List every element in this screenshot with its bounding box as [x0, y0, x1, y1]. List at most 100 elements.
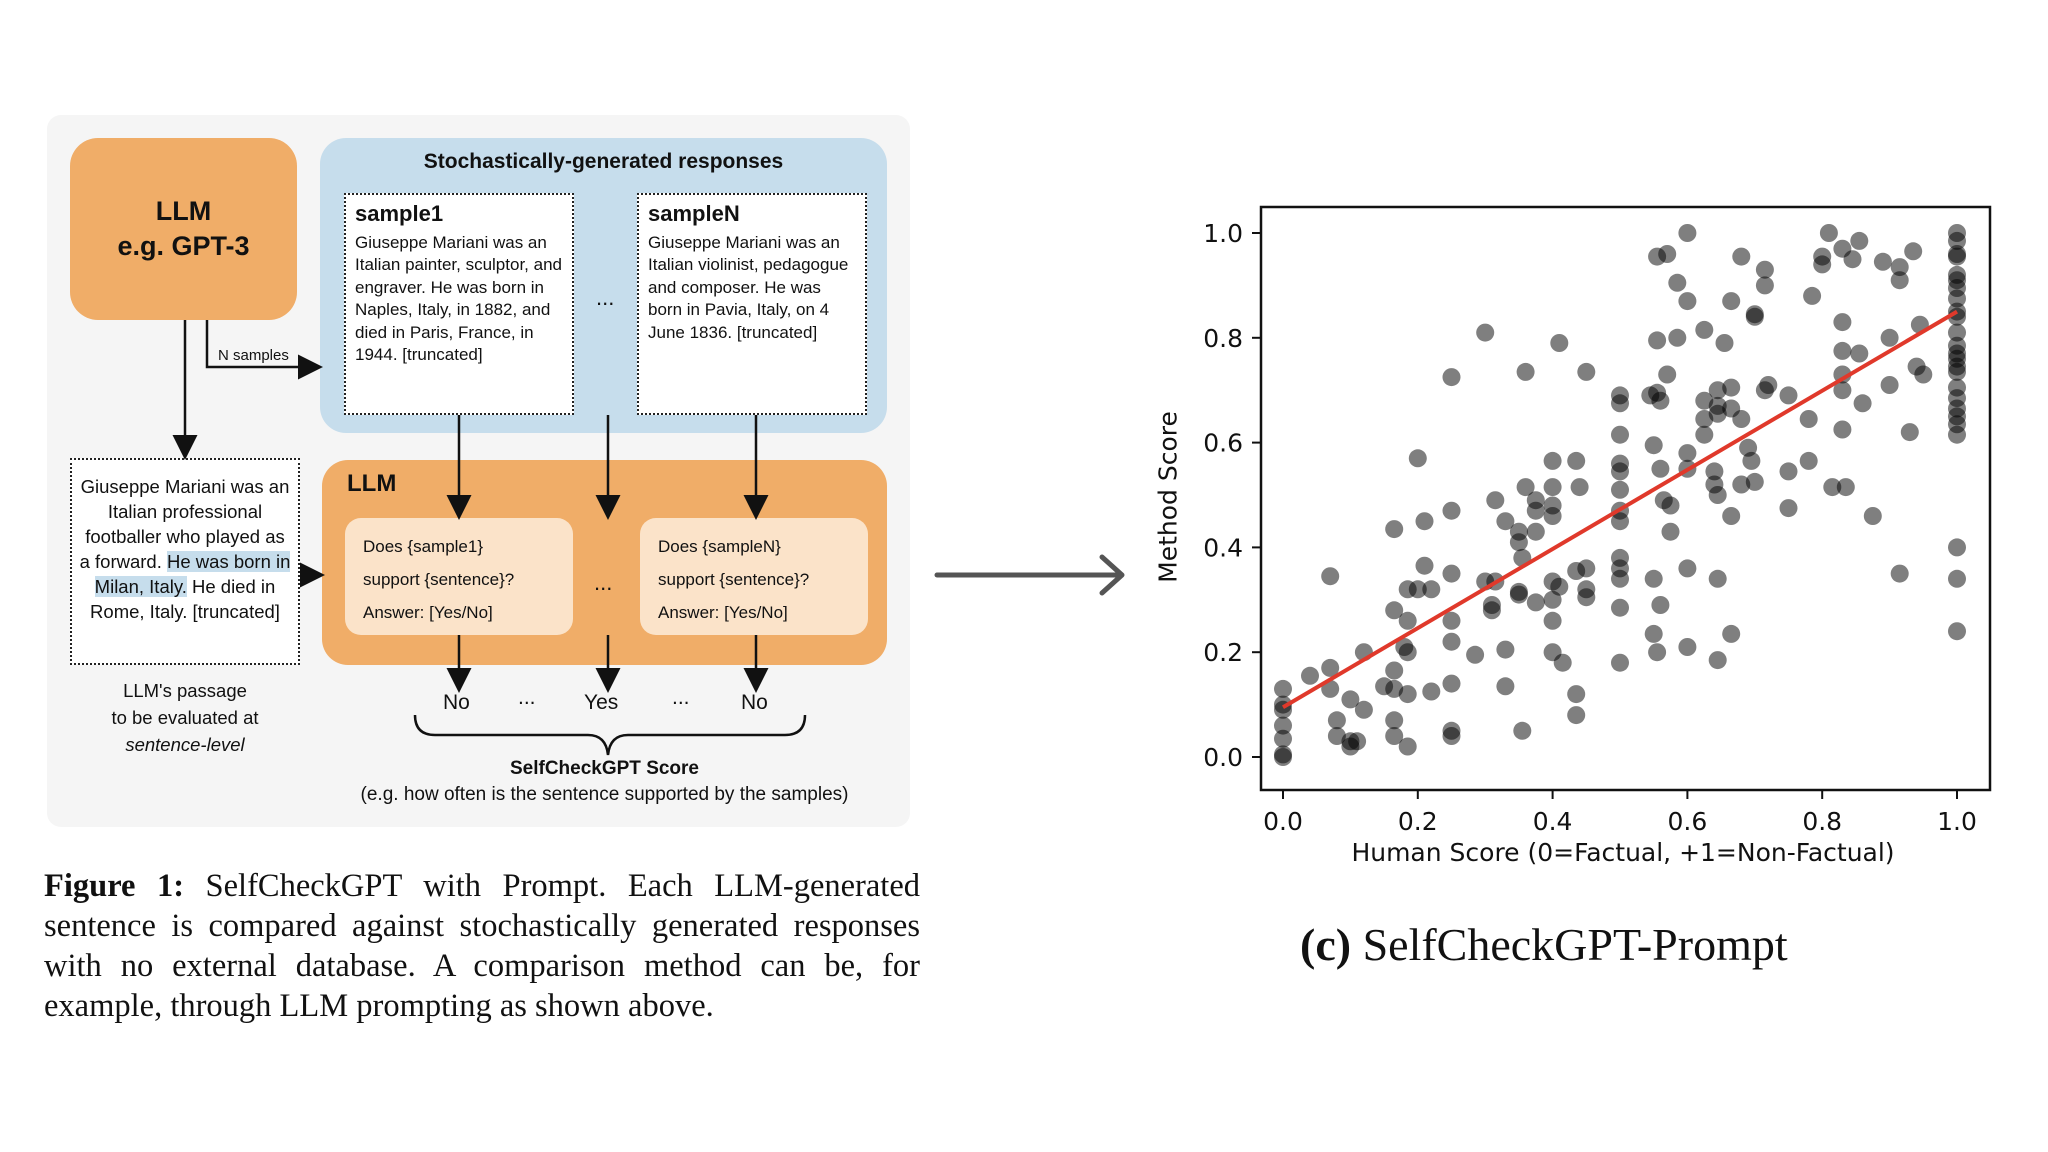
data-point: [1408, 580, 1427, 599]
data-point: [1611, 425, 1629, 444]
data-point: [1385, 679, 1404, 698]
data-point: [1813, 255, 1832, 274]
data-point: [1526, 522, 1545, 541]
llm-source-title: LLM: [155, 196, 212, 226]
y-tick-label: 0.4: [1203, 533, 1243, 562]
data-point: [1341, 690, 1360, 709]
data-point: [1415, 512, 1434, 531]
data-point: [1408, 449, 1427, 468]
data-point: [1354, 700, 1373, 719]
answer-n: No: [741, 691, 768, 714]
data-point: [1779, 386, 1798, 405]
data-point: [1722, 624, 1741, 643]
data-point: [1803, 286, 1822, 305]
data-point: [1422, 580, 1441, 599]
data-point: [1695, 320, 1714, 339]
data-point: [1658, 245, 1677, 263]
data-point: [1819, 224, 1838, 242]
regression-line: [1281, 309, 1959, 709]
score-subtitle: (e.g. how often is the sentence supporte…: [360, 784, 849, 805]
y-tick-label: 0.6: [1203, 429, 1243, 458]
data-point: [1385, 661, 1404, 680]
data-point: [1577, 559, 1596, 578]
data-point: [1442, 611, 1461, 630]
data-point: [1732, 247, 1751, 266]
data-point: [1496, 677, 1515, 696]
data-point: [1779, 462, 1798, 481]
data-point: [1948, 289, 1966, 308]
samples-ellipsis: ...: [596, 285, 615, 310]
answer-ellipsis: ...: [518, 686, 536, 709]
data-point: [1678, 444, 1697, 463]
data-point: [1948, 247, 1966, 266]
data-point: [1577, 362, 1596, 381]
x-tick-label: 0.4: [1533, 807, 1573, 836]
data-point: [1708, 381, 1727, 400]
prompt-line: support {sentence}?: [363, 570, 515, 589]
data-point: [1496, 640, 1515, 659]
data-point: [1611, 462, 1629, 481]
data-point: [1732, 410, 1751, 428]
data-point: [1880, 328, 1899, 347]
data-point: [1611, 394, 1629, 413]
data-point: [1745, 472, 1764, 491]
y-tick-label: 0.8: [1203, 324, 1243, 353]
sample-box-n: sampleN Giuseppe Mariani was an Italian …: [637, 193, 867, 415]
data-point: [1678, 638, 1697, 656]
data-point: [1553, 653, 1572, 672]
data-point: [1853, 394, 1872, 413]
data-point: [1833, 341, 1852, 360]
answer-ellipsis: ...: [672, 686, 690, 709]
llm-source-example: e.g. GPT-3: [117, 231, 250, 261]
data-point: [1496, 512, 1515, 531]
data-point: [1567, 706, 1586, 725]
passage-caption: LLM's passage to be evaluated at sentenc…: [70, 677, 300, 758]
llm-evaluator-title: LLM: [347, 470, 397, 497]
data-point: [1836, 478, 1855, 497]
data-point: [1543, 478, 1562, 497]
passage-caption-line: to be evaluated at: [111, 707, 259, 728]
data-point: [1799, 410, 1818, 428]
data-point: [1850, 231, 1869, 250]
data-point: [1732, 475, 1751, 494]
data-point: [1385, 711, 1404, 730]
x-tick-label: 0.0: [1263, 807, 1303, 836]
data-point: [1526, 501, 1545, 520]
score-title: SelfCheckGPT Score: [509, 758, 700, 779]
data-point: [1890, 564, 1909, 583]
data-point: [1843, 250, 1862, 269]
data-point: [1644, 624, 1663, 643]
flow-arrow-icon: [934, 554, 1125, 596]
data-point: [1880, 376, 1899, 394]
data-point: [1398, 643, 1417, 662]
data-point: [1651, 596, 1670, 614]
data-point: [1890, 271, 1909, 290]
data-point: [1708, 569, 1727, 588]
data-point: [1708, 651, 1727, 670]
data-point: [1745, 307, 1764, 326]
data-point: [1415, 556, 1434, 575]
figure-caption: Figure 1: SelfCheckGPT with Prompt. Each…: [44, 866, 920, 1026]
data-point: [1466, 645, 1485, 664]
y-tick-label: 0.2: [1203, 638, 1243, 667]
data-point: [1570, 478, 1589, 497]
data-point: [1348, 732, 1367, 751]
data-point: [1274, 716, 1292, 735]
data-point: [1611, 569, 1629, 588]
x-axis-ticks: 0.0 0.2 0.4 0.6 0.8 1.0: [1263, 790, 1977, 836]
scatter-points: [1274, 224, 1966, 766]
data-point: [1705, 462, 1724, 481]
plot-frame: [1259, 205, 1992, 792]
data-point: [1948, 231, 1966, 250]
data-point: [1543, 451, 1562, 470]
data-point: [1863, 507, 1882, 525]
passage-caption-line: sentence-level: [125, 734, 245, 755]
data-point: [1948, 569, 1966, 588]
data-point: [1543, 507, 1562, 525]
data-point: [1668, 273, 1687, 292]
data-point: [1742, 451, 1761, 470]
data-point: [1442, 727, 1461, 745]
data-point: [1759, 376, 1778, 394]
data-point: [1385, 727, 1404, 745]
